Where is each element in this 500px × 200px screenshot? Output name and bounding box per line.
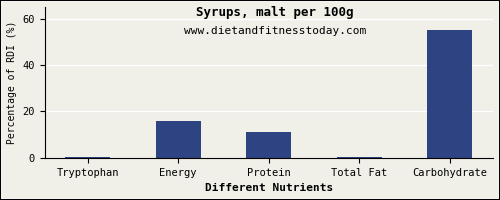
Y-axis label: Percentage of RDI (%): Percentage of RDI (%) [7,21,17,144]
Bar [156,121,201,158]
Bar [427,30,472,158]
X-axis label: Different Nutrients: Different Nutrients [204,183,333,193]
Bar [336,157,382,158]
Title: Syrups, malt per 100g
www.dietandfitnesstoday.com: Syrups, malt per 100g www.dietandfitness… [0,199,1,200]
Bar [65,157,110,158]
Text: www.dietandfitnesstoday.com: www.dietandfitnesstoday.com [184,26,366,36]
Text: Syrups, malt per 100g: Syrups, malt per 100g [196,6,354,19]
Bar [246,132,292,158]
